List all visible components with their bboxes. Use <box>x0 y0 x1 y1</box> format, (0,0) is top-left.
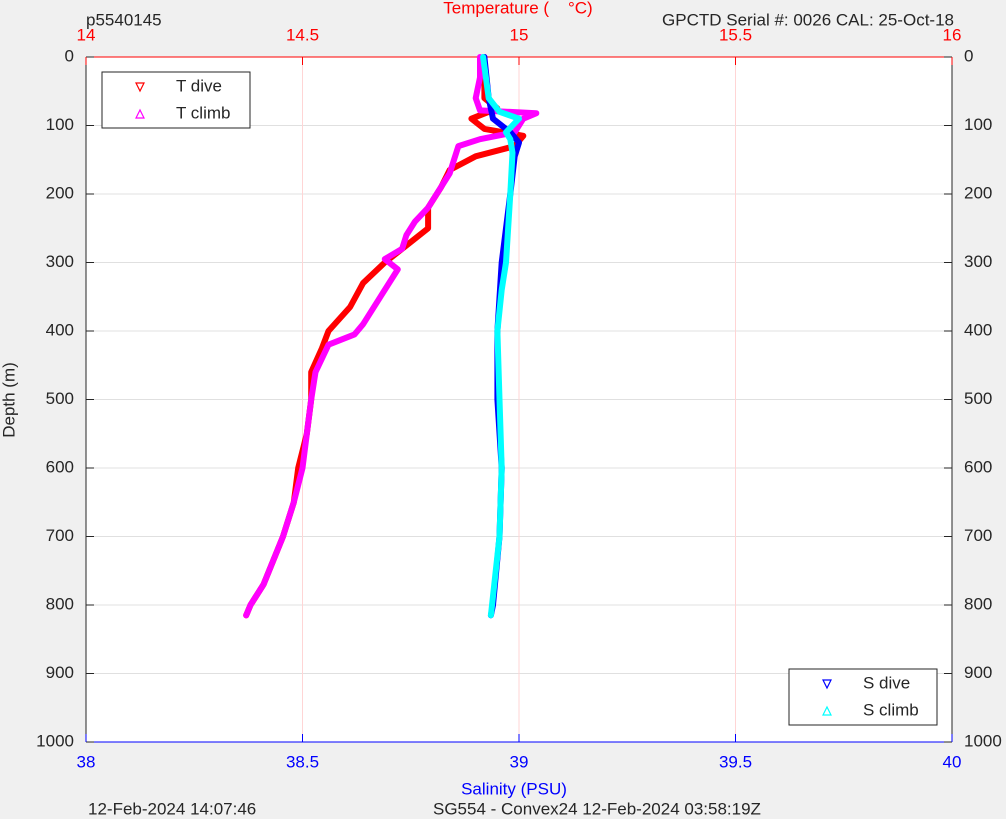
x-tick-label: 39 <box>510 752 529 771</box>
y2-tick-label: 800 <box>964 594 992 613</box>
y-tick-label: 400 <box>46 320 74 339</box>
y2-tick-label: 500 <box>964 389 992 408</box>
x-tick-label: 38 <box>77 752 96 771</box>
y-tick-label: 700 <box>46 526 74 545</box>
y-tick-label: 200 <box>46 183 74 202</box>
top-axis-title: Temperature ( °C) <box>443 0 592 17</box>
y2-tick-label: 0 <box>964 46 973 65</box>
y-tick-label: 100 <box>46 115 74 134</box>
profile-line <box>480 54 522 619</box>
y2-tick-label: 900 <box>964 663 992 682</box>
x-tick-label: 40 <box>943 752 962 771</box>
y-tick-label: 600 <box>46 457 74 476</box>
x2-tick-label: 16 <box>943 25 962 44</box>
profile-line <box>243 54 540 619</box>
y2-tick-label: 700 <box>964 526 992 545</box>
y2-tick-label: 600 <box>964 457 992 476</box>
x2-tick-label: 15.5 <box>719 25 752 44</box>
legend-marker <box>822 679 832 690</box>
profile-id: p5540145 <box>86 10 162 29</box>
y2-tick-label: 300 <box>964 252 992 271</box>
y-tick-label: 500 <box>46 389 74 408</box>
legend-box <box>788 668 938 726</box>
y-tick-label: 900 <box>46 663 74 682</box>
legend-label: T dive <box>176 76 222 95</box>
y-tick-label: 300 <box>46 252 74 271</box>
x-tick-label: 38.5 <box>286 752 319 771</box>
x-axis-title: Salinity (PSU) <box>461 779 567 798</box>
y-tick-label: 800 <box>46 594 74 613</box>
x2-tick-label: 14.5 <box>286 25 319 44</box>
legend-label: S climb <box>863 700 919 719</box>
y2-tick-label: 1000 <box>964 731 1002 750</box>
y-tick-label: 0 <box>65 46 74 65</box>
y2-tick-label: 200 <box>964 183 992 202</box>
footer-mission: SG554 - Convex24 12-Feb-2024 03:58:19Z <box>433 799 761 818</box>
serial-label: GPCTD Serial #: 0026 CAL: 25-Oct-18 <box>662 10 954 29</box>
y2-tick-label: 400 <box>964 320 992 339</box>
x-tick-label: 39.5 <box>719 752 752 771</box>
y-axis-title: Depth (m) <box>0 362 18 438</box>
legend-label: T climb <box>176 103 230 122</box>
legend-label: S dive <box>863 673 910 692</box>
x2-tick-label: 15 <box>510 25 529 44</box>
y-tick-label: 1000 <box>36 731 74 750</box>
legend-marker <box>822 705 832 716</box>
x2-tick-label: 14 <box>77 25 96 44</box>
legend-marker <box>135 108 145 119</box>
footer-date: 12-Feb-2024 14:07:46 <box>88 799 256 818</box>
legend-box <box>101 71 251 129</box>
legend-marker <box>135 82 145 93</box>
y2-tick-label: 100 <box>964 115 992 134</box>
